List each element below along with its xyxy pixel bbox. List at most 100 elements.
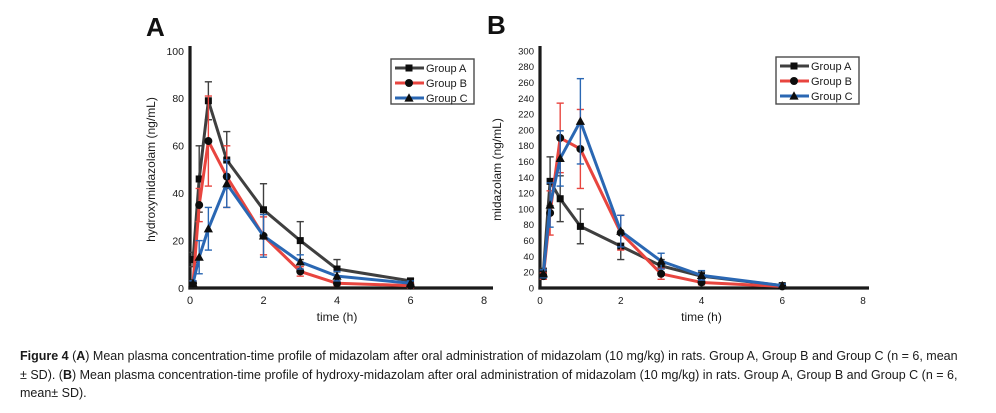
marker-triangle	[555, 153, 565, 163]
y-tick-label: 120	[518, 189, 534, 200]
caption-text: Figure 4	[20, 349, 73, 363]
x-tick-label: 6	[779, 296, 785, 307]
marker-circle	[204, 137, 213, 146]
marker-triangle	[777, 280, 787, 290]
y-tick-label: 40	[523, 252, 534, 263]
chart-a-hydroxymidazolam: 0 20 40 60 80 100 0 2 4 6 8 time (h) hydroxymidazola…	[144, 46, 493, 324]
legend-item-group-b: Group B	[780, 76, 852, 88]
y-tick-label: 80	[172, 93, 184, 105]
marker-triangle	[194, 252, 204, 261]
caption-text: ) Mean plasma concentration-time profile…	[85, 349, 958, 363]
x-tick-label: 4	[334, 295, 340, 307]
caption-text: ± SD). (	[20, 367, 63, 382]
series-group-a	[189, 81, 415, 285]
y-tick-label: 300	[518, 46, 534, 57]
marker-triangle	[188, 278, 198, 287]
y-axis-label: hydroxymidazolam (ng/mL)	[144, 97, 158, 242]
y-tick-label: 20	[172, 235, 184, 247]
marker-triangle	[538, 268, 548, 278]
y-tick-label: 160	[518, 157, 534, 168]
marker-square	[546, 177, 554, 185]
x-tick-label: 8	[481, 295, 487, 307]
marker-square	[260, 206, 267, 214]
y-tick-label: 180	[518, 141, 534, 152]
y-tick-label: 260	[518, 78, 534, 89]
x-tick-label: 4	[699, 296, 705, 307]
panel-label-b: B	[487, 10, 507, 40]
series-line-group-c	[541, 119, 783, 288]
marker-triangle	[258, 231, 269, 240]
x-axis-label: time (h)	[681, 310, 722, 324]
x-tick-label: 0	[537, 296, 543, 307]
marker-circle	[195, 201, 204, 210]
y-tick-label: 100	[518, 204, 534, 215]
legend-label: Group A	[811, 61, 852, 73]
marker-triangle	[222, 178, 232, 188]
y-tick-label: 240	[518, 94, 534, 105]
y-tick-label: 0	[178, 283, 184, 295]
marker-triangle	[616, 226, 626, 235]
series-line-group-a	[541, 179, 783, 288]
caption-text: A	[76, 349, 86, 363]
legend-label: Group C	[426, 93, 468, 105]
caption-text: ) Mean plasma concentration-time profile…	[72, 367, 958, 382]
x-tick-label: 2	[618, 296, 624, 307]
marker-triangle	[789, 91, 799, 100]
figure-caption: Figure 4 (A) Mean plasma concentration-t…	[20, 347, 978, 403]
caption-text: (	[72, 349, 77, 363]
x-axis-label: time (h)	[317, 310, 358, 324]
legend-item-group-b: Group B	[395, 78, 467, 90]
marker-square	[333, 265, 341, 273]
marker-triangle	[575, 116, 585, 125]
marker-triangle	[203, 223, 213, 233]
marker-triangle	[404, 93, 414, 102]
y-tick-label: 20	[523, 268, 534, 279]
y-tick-label: 140	[518, 173, 534, 184]
y-axis-label: midazolam (ng/mL)	[490, 118, 504, 221]
marker-triangle	[332, 271, 342, 280]
series-line-group-c	[191, 182, 411, 285]
y-tick-label: 100	[166, 46, 184, 58]
figure-caption-line: Figure 4 (A) Mean plasma concentration-t…	[20, 347, 978, 366]
chart-b-midazolam: 0204060801001201401601802002202402602803…	[490, 46, 869, 324]
marker-circle	[657, 269, 666, 278]
legend-label: Group B	[426, 78, 467, 90]
marker-triangle	[656, 256, 666, 265]
marker-triangle	[696, 270, 707, 279]
y-tick-label: 60	[172, 141, 184, 153]
marker-square	[195, 175, 203, 183]
legend: Group A Group B Group C	[775, 56, 860, 105]
legend-item-group-c: Group C	[395, 93, 468, 105]
y-tick-label: 220	[518, 110, 534, 121]
legend-label: Group A	[426, 63, 467, 75]
marker-square	[296, 237, 304, 245]
marker-triangle	[295, 257, 305, 266]
marker-square	[405, 64, 413, 72]
figure-caption-line: ± SD). (B) Mean plasma concentration-tim…	[20, 366, 978, 385]
y-tick-label: 40	[172, 188, 184, 200]
legend: Group A Group B Group C	[390, 58, 475, 105]
series-line-group-b	[191, 139, 411, 288]
marker-triangle	[405, 278, 416, 287]
legend-item-group-a: Group A	[780, 61, 852, 73]
x-tick-label: 0	[187, 295, 193, 307]
y-tick-label: 0	[529, 283, 534, 294]
caption-text: mean± SD).	[20, 386, 87, 400]
panel-label-a: A	[146, 12, 166, 42]
marker-triangle	[545, 200, 555, 209]
x-tick-label: 2	[260, 295, 266, 307]
marker-square	[790, 62, 798, 70]
caption-text: B	[62, 367, 72, 382]
marker-square	[576, 222, 584, 230]
legend-item-group-c: Group C	[780, 91, 853, 103]
y-tick-label: 60	[523, 236, 534, 247]
marker-circle	[405, 79, 413, 87]
y-tick-label: 200	[518, 125, 534, 136]
series-group-c	[188, 159, 416, 287]
legend-item-group-a: Group A	[395, 63, 467, 75]
y-tick-label: 280	[518, 62, 534, 73]
legend-label: Group C	[811, 91, 853, 103]
marker-square	[556, 195, 564, 203]
series-group-c	[538, 77, 787, 290]
